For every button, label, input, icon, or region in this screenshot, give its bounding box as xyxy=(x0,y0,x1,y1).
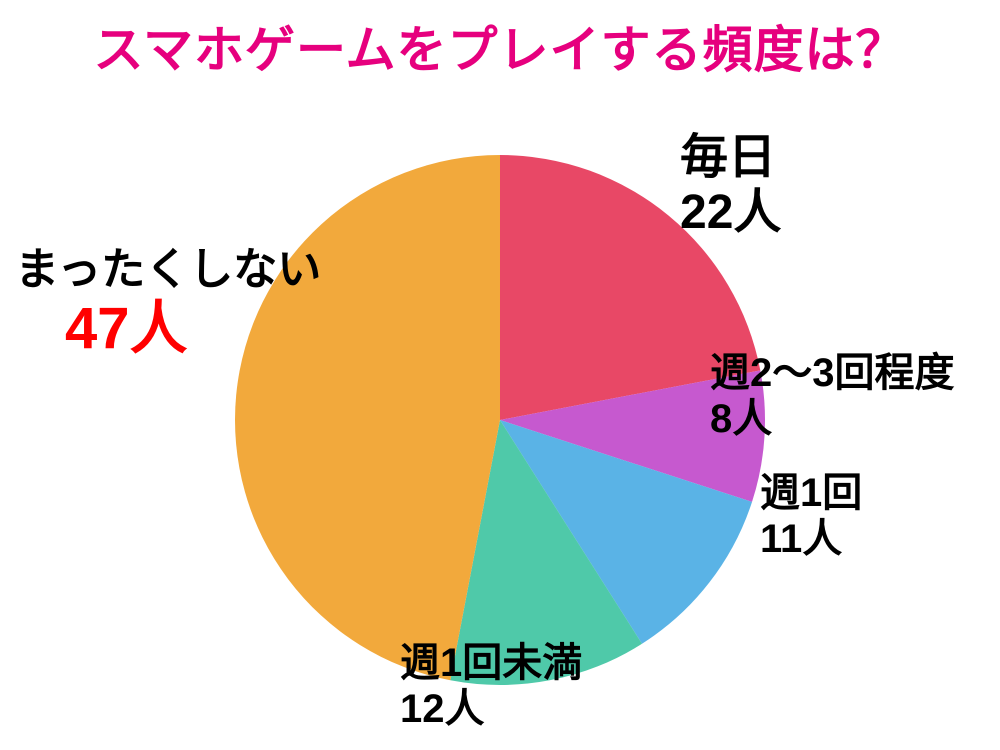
slice-label-line2: 11人 xyxy=(760,516,862,562)
slice-label-line2: 12人 xyxy=(400,686,582,732)
slice-label-line1: 毎日 xyxy=(680,130,781,185)
chart-title: スマホゲームをプレイする頻度は？ xyxy=(0,10,1000,82)
slice-label: 週2～3回程度8人 xyxy=(710,350,955,442)
slice-label-line1: 週2～3回程度 xyxy=(710,350,955,396)
slice-label-line2: 22人 xyxy=(680,185,781,240)
slice-label: 週1回未満12人 xyxy=(400,640,582,732)
slice-label-line2: 47人 xyxy=(15,296,321,363)
pie-slice xyxy=(235,155,500,680)
slice-label-line1: まったくしない xyxy=(15,245,321,296)
slice-label: まったくしない47人 xyxy=(15,245,321,362)
slice-label: 毎日22人 xyxy=(680,130,781,240)
slice-label-line2: 8人 xyxy=(710,396,955,442)
slice-label-line1: 週1回 xyxy=(760,470,862,516)
chart-container: スマホゲームをプレイする頻度は？ 毎日22人週2～3回程度8人週1回11人週1回… xyxy=(0,0,1000,750)
slice-label: 週1回11人 xyxy=(760,470,862,562)
slice-label-line1: 週1回未満 xyxy=(400,640,582,686)
